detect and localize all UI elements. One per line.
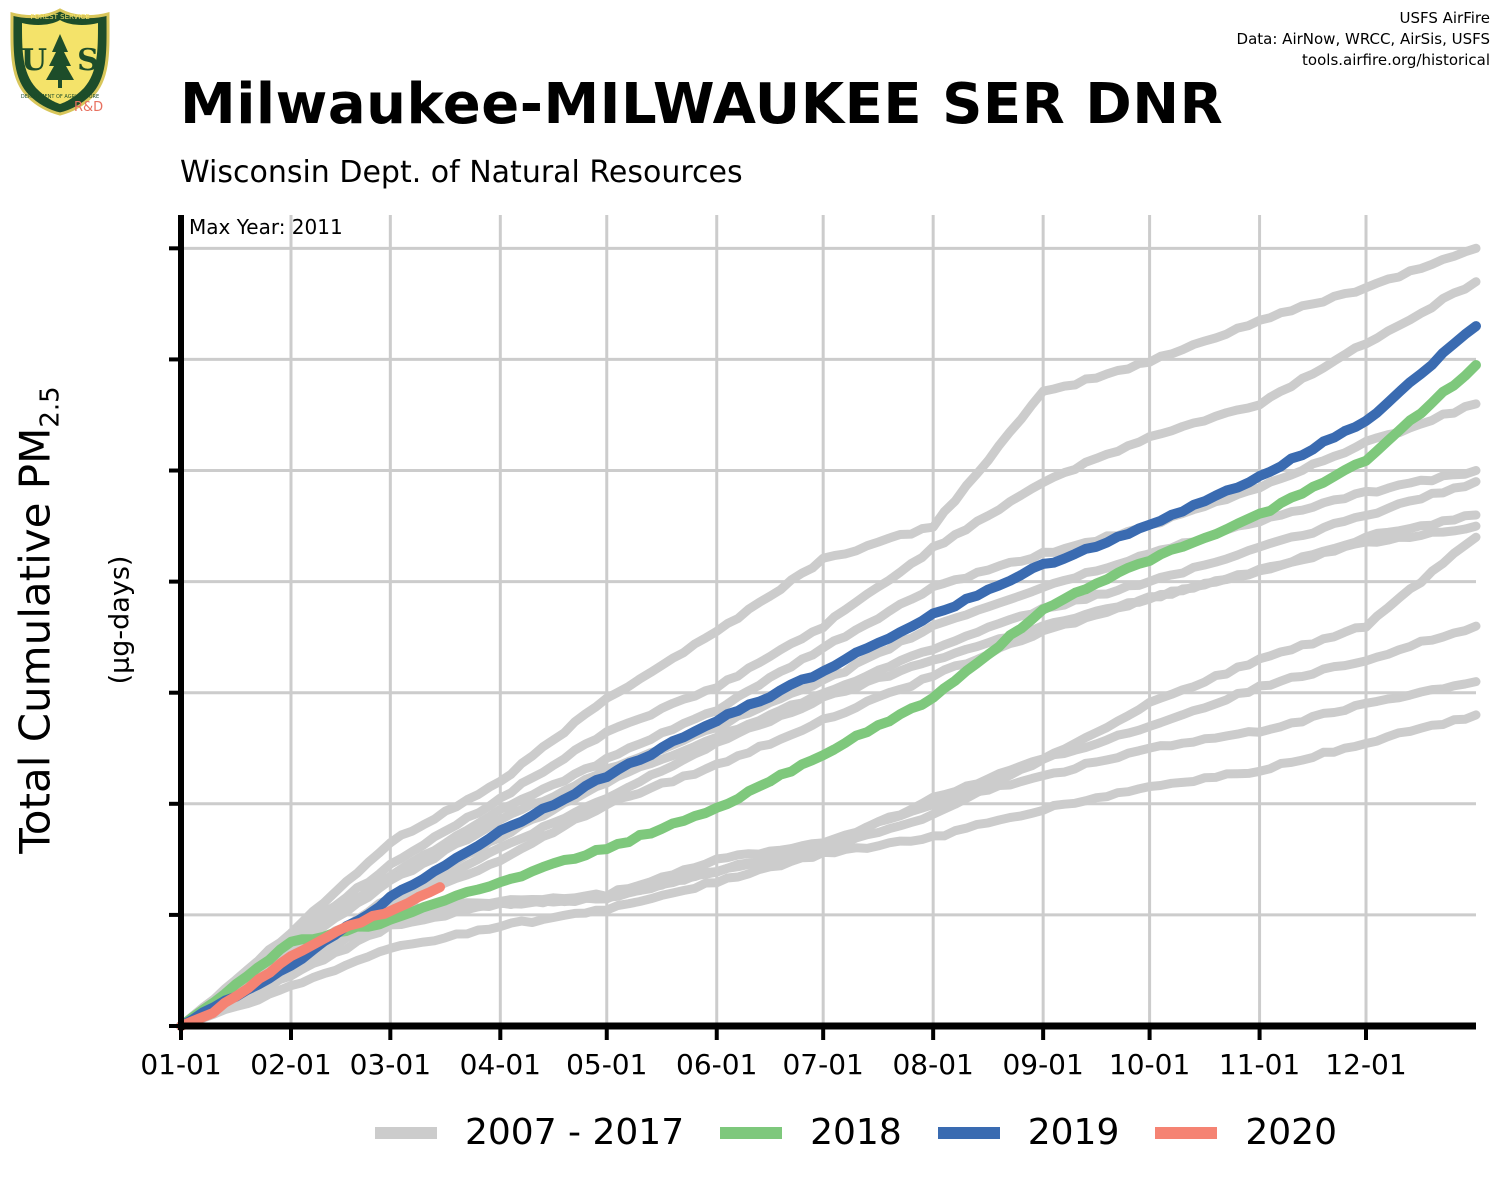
series-line-2020	[176, 882, 445, 1031]
legend-label-2020: 2020	[1245, 1112, 1337, 1153]
chart-subtitle: Wisconsin Dept. of Natural Resources	[180, 155, 743, 190]
credits-line-1: USFS AirFire	[1399, 9, 1490, 27]
series-line-history-0	[176, 243, 1481, 1031]
max-year-annotation: Max Year: 2011	[189, 215, 343, 239]
legend-item-2020: 2020	[1155, 1112, 1337, 1153]
x-tick-label-3: 04-01	[460, 1048, 541, 1081]
x-tick-label-6: 07-01	[782, 1048, 863, 1081]
forest-service-shield-logo: FOREST SERVICE U S DEPARTMENT OF AGRICUL…	[10, 8, 110, 116]
svg-text:U: U	[21, 43, 47, 78]
x-tick-label-0: 01-01	[140, 1048, 221, 1081]
x-tick-label-5: 06-01	[676, 1048, 757, 1081]
x-tick-label-7: 08-01	[892, 1048, 973, 1081]
x-tick-label-9: 10-01	[1109, 1048, 1190, 1081]
x-tick-label-11: 12-01	[1325, 1048, 1406, 1081]
legend: 2007 - 2017 2018 2019 2020	[375, 1112, 1373, 1153]
x-tick-label-1: 02-01	[250, 1048, 331, 1081]
legend-label-2018: 2018	[810, 1112, 902, 1153]
credits-line-2: Data: AirNow, WRCC, AirSis, USFS	[1236, 30, 1490, 48]
series-line-history-1	[176, 277, 1481, 1031]
svg-text:FOREST SERVICE: FOREST SERVICE	[30, 13, 89, 21]
legend-item-2018: 2018	[720, 1112, 902, 1153]
credits-line-3: tools.airfire.org/historical	[1302, 51, 1490, 69]
legend-swatch-2018	[720, 1126, 783, 1139]
credits: USFS AirFire Data: AirNow, WRCC, AirSis,…	[1237, 8, 1490, 71]
series-line-history-8	[176, 621, 1481, 1031]
series-line-2019	[176, 321, 1481, 1031]
legend-item-2019: 2019	[937, 1112, 1120, 1153]
legend-label-history: 2007 - 2017	[465, 1112, 685, 1153]
rd-label: R&D	[74, 100, 104, 115]
x-tick-label-4: 05-01	[566, 1048, 647, 1081]
series-line-history-3	[176, 466, 1481, 1031]
svg-text:DEPARTMENT OF AGRICULTURE: DEPARTMENT OF AGRICULTURE	[21, 94, 99, 100]
legend-item-history: 2007 - 2017	[375, 1112, 684, 1153]
series-line-2018	[176, 360, 1481, 1031]
svg-text:S: S	[77, 43, 99, 78]
legend-label-2019: 2019	[1027, 1112, 1120, 1153]
x-tick-label-10: 11-01	[1219, 1048, 1300, 1081]
series-lines	[176, 243, 1481, 1031]
legend-swatch-2019	[937, 1126, 1000, 1139]
chart-title: Milwaukee-MILWAUKEE SER DNR	[180, 72, 1224, 137]
series-line-history-2	[176, 399, 1481, 1031]
axes: 01-01 02-01 03-01 04-01 05-01 06-01 07-01 08-01…	[140, 215, 1476, 1081]
series-line-history-10	[176, 710, 1481, 1031]
legend-swatch-2020	[1155, 1126, 1218, 1139]
x-tick-label-2: 03-01	[350, 1048, 431, 1081]
legend-swatch-history	[375, 1126, 437, 1139]
x-tick-label-8: 09-01	[1002, 1048, 1083, 1081]
